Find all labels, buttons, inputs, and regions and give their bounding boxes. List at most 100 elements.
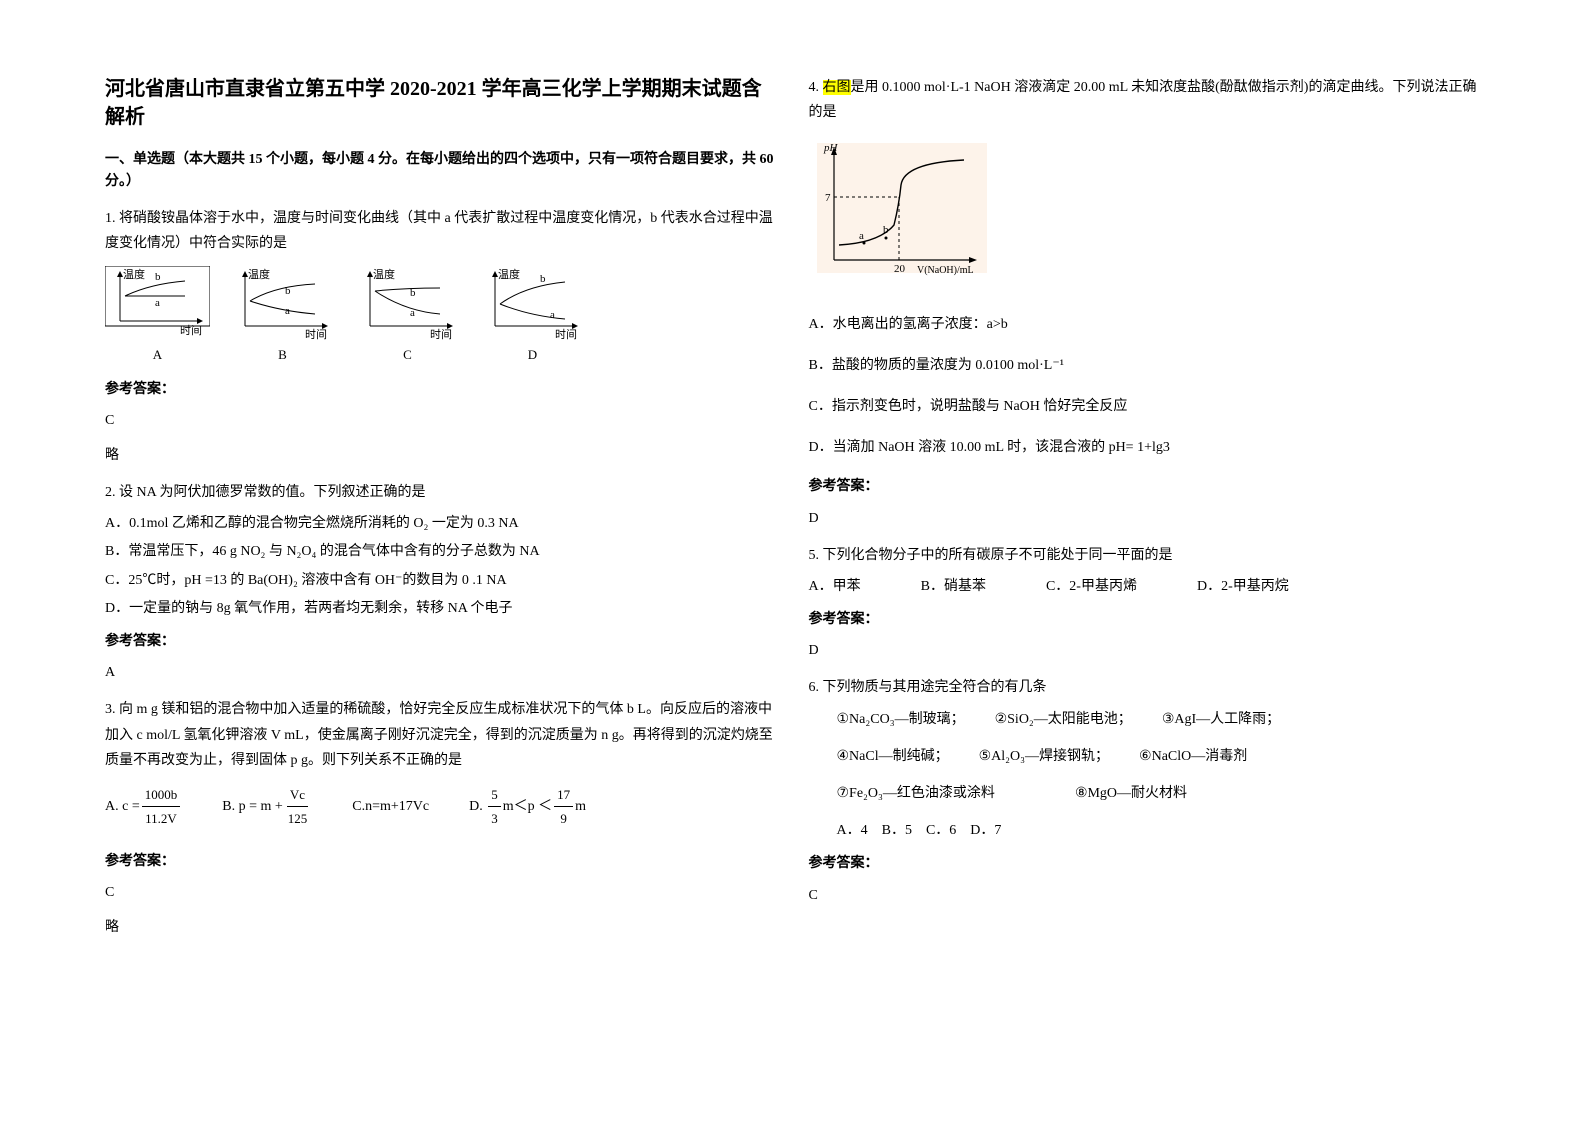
q3-answer-label: 参考答案： xyxy=(105,849,779,874)
q6-item-5: ⑤Al₂O₃—焊接钢轨； xyxy=(979,744,1109,769)
q3-d-frac2: 17 9 xyxy=(554,783,573,831)
q4-opt-a: A．水电离出的氢离子浓度：a>b xyxy=(809,312,1483,337)
q1-chart-a-label: A xyxy=(105,343,210,366)
q2-opt-c: C．25℃时，pH =13 的 Ba(OH)₂ 溶液中含有 OH⁻的数目为 0 … xyxy=(105,568,779,593)
q1-answer-label: 参考答案： xyxy=(105,377,779,402)
svg-text:a: a xyxy=(155,297,160,309)
q3-d-n2: 17 xyxy=(554,783,573,807)
q5-answer: D xyxy=(809,638,1483,663)
q6-opts: A．4 B．5 C．6 D．7 xyxy=(837,818,1483,843)
q5-opt-b: B．硝基苯 xyxy=(921,574,986,599)
svg-text:b: b xyxy=(883,224,889,236)
question-4: 4. 右图是用 0.1000 mol·L-1 NaOH 溶液滴定 20.00 m… xyxy=(809,75,1483,531)
q1-chart-d-label: D xyxy=(480,343,585,366)
q2-text: 2. 设 NA 为阿伏加德罗常数的值。下列叙述正确的是 xyxy=(105,480,779,505)
q4-text-before: 4. xyxy=(809,80,823,95)
svg-text:时间: 时间 xyxy=(305,328,327,341)
q1-chart-a: 温度 b a 时间 A xyxy=(105,266,210,366)
q2-opt-a: A．0.1mol 乙烯和乙醇的混合物完全燃烧所消耗的 O₂ 一定为 0.3 NA xyxy=(105,511,779,536)
q4-opt-b: B．盐酸的物质的量浓度为 0.0100 mol·L⁻¹ xyxy=(809,353,1483,378)
right-column: 4. 右图是用 0.1000 mol·L-1 NaOH 溶液滴定 20.00 m… xyxy=(794,75,1498,1047)
q6-item-6: ⑥NaClO—消毒剂 xyxy=(1139,744,1247,769)
q3-b-eq: p = m + xyxy=(239,794,283,819)
q3-b-den: 125 xyxy=(285,807,311,830)
svg-text:温度: 温度 xyxy=(123,267,145,281)
q4-answer: D xyxy=(809,506,1483,531)
q3-formula-a: A. c = 1000b 11.2V xyxy=(105,783,182,831)
q1-chart-b-label: B xyxy=(230,343,335,366)
q1-answer: C xyxy=(105,408,779,433)
svg-text:温度: 温度 xyxy=(498,267,520,281)
q3-d-d1: 3 xyxy=(488,807,501,830)
q4-opt-c: C．指示剂变色时，说明盐酸与 NaOH 恰好完全反应 xyxy=(809,394,1483,419)
q3-b-num: Vc xyxy=(287,783,308,807)
q5-options: A．甲苯 B．硝基苯 C．2-甲基丙烯 D．2-甲基丙烷 xyxy=(809,574,1483,599)
q1-chart-d: 温度 b a 时间 D xyxy=(480,266,585,366)
q1-chart-c-label: C xyxy=(355,343,460,366)
q3-d-prefix: D. xyxy=(469,794,483,819)
q3-a-fraction: 1000b 11.2V xyxy=(142,783,181,831)
svg-text:b: b xyxy=(285,285,291,297)
q5-text: 5. 下列化合物分子中的所有碳原子不可能处于同一平面的是 xyxy=(809,543,1483,568)
svg-text:时间: 时间 xyxy=(430,328,452,341)
svg-text:7: 7 xyxy=(825,192,831,204)
q3-a-den: 11.2V xyxy=(142,807,180,830)
q6-item-1: ①Na₂CO₃—制玻璃； xyxy=(837,707,965,732)
svg-text:b: b xyxy=(540,273,546,285)
q1-diagrams: 温度 b a 时间 A 温度 xyxy=(105,266,779,366)
svg-text:时间: 时间 xyxy=(555,328,577,341)
section-heading: 一、单选题（本大题共 15 个小题，每小题 4 分。在每小题给出的四个选项中，只… xyxy=(105,149,779,194)
svg-text:V(NaOH)/mL: V(NaOH)/mL xyxy=(917,265,974,276)
q3-d-mid: m＜p ＜ xyxy=(503,794,552,819)
q3-d-d2: 9 xyxy=(557,807,570,830)
q3-d-frac1: 5 3 xyxy=(488,783,501,831)
q3-a-prefix: A. xyxy=(105,794,119,819)
svg-text:a: a xyxy=(410,307,415,319)
q3-d-n1: 5 xyxy=(488,783,501,807)
svg-text:b: b xyxy=(155,271,161,283)
q4-opt-d: D．当滴加 NaOH 溶液 10.00 mL 时，该混合液的 pH= 1+lg3 xyxy=(809,435,1483,460)
q2-opt-b: B．常温常压下，46 g NO₂ 与 N₂O₄ 的混合气体中含有的分子总数为 N… xyxy=(105,539,779,564)
q5-opt-a: A．甲苯 xyxy=(809,574,861,599)
q3-d-suffix: m xyxy=(575,794,586,819)
question-1: 1. 将硝酸铵晶体溶于水中，温度与时间变化曲线（其中 a 代表扩散过程中温度变化… xyxy=(105,206,779,468)
q3-text: 3. 向 m g 镁和铝的混合物中加入适量的稀硫酸，恰好完全反应生成标准状况下的… xyxy=(105,697,779,773)
q3-answer: C xyxy=(105,880,779,905)
q2-answer: A xyxy=(105,660,779,685)
question-5: 5. 下列化合物分子中的所有碳原子不可能处于同一平面的是 A．甲苯 B．硝基苯 … xyxy=(809,543,1483,664)
q3-a-eq: c = xyxy=(122,794,140,819)
svg-text:b: b xyxy=(410,287,416,299)
q3-note: 略 xyxy=(105,915,779,940)
q6-answer-label: 参考答案： xyxy=(809,851,1483,876)
q6-item-3: ③AgI—人工降雨； xyxy=(1162,707,1280,732)
q3-a-num: 1000b xyxy=(142,783,181,807)
q1-chart-c: 温度 b a 时间 C xyxy=(355,266,460,366)
q6-text: 6. 下列物质与其用途完全符合的有几条 xyxy=(809,675,1483,700)
q5-answer-label: 参考答案： xyxy=(809,607,1483,632)
q2-opt-d: D．一定量的钠与 8g 氧气作用，若两者均无剩余，转移 NA 个电子 xyxy=(105,596,779,621)
svg-text:20: 20 xyxy=(894,263,906,275)
q6-item-8: ⑧MgO—耐火材料 xyxy=(1075,781,1187,806)
q6-answer: C xyxy=(809,883,1483,908)
question-6: 6. 下列物质与其用途完全符合的有几条 ①Na₂CO₃—制玻璃； ②SiO₂—太… xyxy=(809,675,1483,907)
svg-text:pH: pH xyxy=(823,142,839,154)
q3-b-fraction: Vc 125 xyxy=(285,783,311,831)
q3-b-prefix: B. xyxy=(222,794,235,819)
q1-note: 略 xyxy=(105,443,779,468)
q1-chart-b: 温度 b a 时间 B xyxy=(230,266,335,366)
q3-formula-c: C.n=m+17Vc xyxy=(352,794,429,819)
q4-text: 4. 右图是用 0.1000 mol·L-1 NaOH 溶液滴定 20.00 m… xyxy=(809,75,1483,125)
q6-item-4: ④NaCl—制纯碱； xyxy=(837,744,949,769)
q4-answer-label: 参考答案： xyxy=(809,474,1483,499)
svg-text:a: a xyxy=(859,230,864,242)
svg-text:a: a xyxy=(285,305,290,317)
left-column: 河北省唐山市直隶省立第五中学 2020-2021 学年高三化学上学期期末试题含解… xyxy=(90,75,794,1047)
question-2: 2. 设 NA 为阿伏加德罗常数的值。下列叙述正确的是 A．0.1mol 乙烯和… xyxy=(105,480,779,685)
question-3: 3. 向 m g 镁和铝的混合物中加入适量的稀硫酸，恰好完全反应生成标准状况下的… xyxy=(105,697,779,940)
q6-items: ①Na₂CO₃—制玻璃； ②SiO₂—太阳能电池； ③AgI—人工降雨； ④Na… xyxy=(809,707,1483,844)
svg-text:时间: 时间 xyxy=(180,324,202,337)
q6-item-7: ⑦Fe₂O₃—红色油漆或涂料 xyxy=(837,781,995,806)
q2-answer-label: 参考答案： xyxy=(105,629,779,654)
svg-text:温度: 温度 xyxy=(248,267,270,281)
q4-titration-chart: pH 7 20 a b V(NaOH)/mL xyxy=(809,135,1483,299)
